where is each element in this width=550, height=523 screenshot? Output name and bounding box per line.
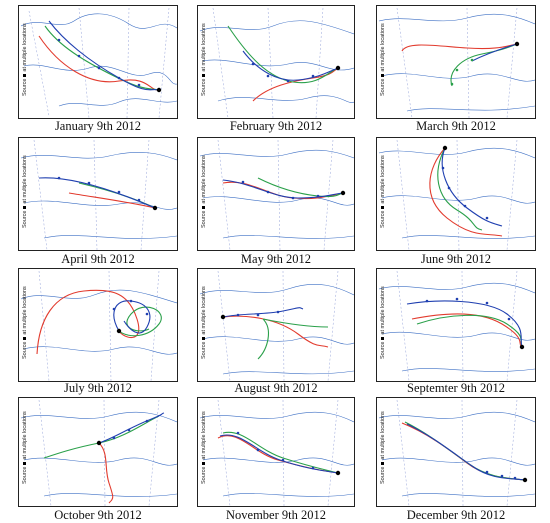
source-note: Sourceat multiple locations	[380, 155, 386, 228]
trajectory-map: Sourceat multiple locations	[18, 397, 178, 507]
trajectory-map: Sourceat multiple locations	[197, 397, 355, 507]
map-graphic	[199, 7, 354, 118]
trajectory-map: Sourceat multiple locations	[376, 5, 536, 119]
source-note: Sourceat multiple locations	[380, 411, 386, 484]
map-graphic	[199, 270, 354, 381]
panel-caption: February 9th 2012	[229, 119, 323, 133]
panel-september: Sourceat multiple locations Septemter 9t…	[376, 268, 536, 395]
map-graphic	[199, 139, 354, 250]
source-note: Sourceat multiple locations	[22, 23, 28, 96]
panel-october: Sourceat multiple locations October 9th …	[18, 397, 178, 522]
map-graphic	[20, 399, 177, 506]
panel-caption: August 9th 2012	[234, 381, 318, 395]
source-note: Sourceat multiple locations	[22, 286, 28, 359]
panel-march: Sourceat multiple locations March 9th 20…	[376, 5, 536, 133]
map-graphic	[378, 139, 535, 250]
map-graphic	[199, 399, 354, 506]
map-graphic	[20, 139, 177, 250]
source-note: Sourceat multiple locations	[201, 155, 207, 228]
panel-caption: Septemter 9th 2012	[407, 381, 505, 395]
panel-july: Sourceat multiple locations July 9th 201…	[18, 268, 178, 395]
trajectory-map: Sourceat multiple locations	[376, 397, 536, 507]
trajectory-map: Sourceat multiple locations	[376, 268, 536, 382]
panel-caption: April 9th 2012	[61, 252, 135, 266]
panel-december: Sourceat multiple locations December 9th…	[376, 397, 536, 522]
panel-may: Sourceat multiple locations May 9th 2012	[197, 137, 355, 266]
panel-caption: December 9th 2012	[406, 508, 506, 522]
map-graphic	[20, 270, 177, 381]
panel-january: Sourceat multiple locations January 9th …	[18, 5, 178, 133]
source-note: Sourceat multiple locations	[201, 286, 207, 359]
panel-caption: June 9th 2012	[420, 252, 492, 266]
panel-caption: July 9th 2012	[63, 381, 133, 395]
source-note: Sourceat multiple locations	[22, 155, 28, 228]
map-graphic	[378, 7, 535, 118]
trajectory-map: Sourceat multiple locations	[197, 268, 355, 382]
panel-august: Sourceat multiple locations August 9th 2…	[197, 268, 355, 395]
panel-april: Sourceat multiple locations April 9th 20…	[18, 137, 178, 266]
panel-caption: November 9th 2012	[226, 508, 326, 522]
map-graphic	[378, 270, 535, 381]
source-note: Sourceat multiple locations	[22, 411, 28, 484]
map-graphic	[20, 7, 177, 118]
trajectory-map: Sourceat multiple locations	[197, 5, 355, 119]
trajectory-map: Sourceat multiple locations	[18, 268, 178, 382]
panel-february: Sourceat multiple locations February 9th…	[197, 5, 355, 133]
trajectory-map: Sourceat multiple locations	[18, 137, 178, 251]
source-note: Sourceat multiple locations	[380, 23, 386, 96]
panel-june: Sourceat multiple locations June 9th 201…	[376, 137, 536, 266]
source-note: Sourceat multiple locations	[201, 411, 207, 484]
trajectory-map: Sourceat multiple locations	[376, 137, 536, 251]
trajectory-map: Sourceat multiple locations	[197, 137, 355, 251]
source-note: Sourceat multiple locations	[380, 286, 386, 359]
panel-caption: March 9th 2012	[416, 119, 496, 133]
panel-november: Sourceat multiple locations November 9th…	[197, 397, 355, 522]
source-note: Sourceat multiple locations	[201, 23, 207, 96]
map-graphic	[378, 399, 535, 506]
panel-caption: May 9th 2012	[240, 252, 312, 266]
panel-caption: January 9th 2012	[54, 119, 142, 133]
panel-caption: October 9th 2012	[54, 508, 142, 522]
trajectory-map: Sourceat multiple locations	[18, 5, 178, 119]
